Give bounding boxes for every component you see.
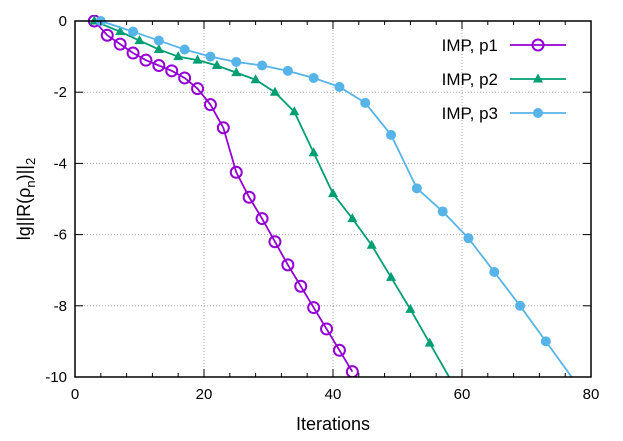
data-point <box>289 106 300 116</box>
data-point <box>411 183 422 194</box>
data-point <box>540 336 551 347</box>
data-point <box>294 279 308 293</box>
data-point <box>231 67 242 77</box>
data-point <box>281 258 295 272</box>
data-point <box>437 206 448 217</box>
y-axis-label: lg||R(ρn)||2 <box>14 158 38 240</box>
data-point <box>134 35 145 45</box>
data-point <box>242 190 256 204</box>
data-point <box>126 46 140 60</box>
data-point <box>515 300 526 311</box>
x-tick-label: 20 <box>196 386 213 403</box>
series-imp-p1 <box>87 15 359 377</box>
x-tick-label: 80 <box>583 386 600 403</box>
legend-label: IMP, p1 <box>442 36 498 55</box>
series-imp-p2 <box>89 15 450 377</box>
data-point <box>128 26 139 37</box>
data-point <box>308 147 319 157</box>
data-point <box>250 74 261 84</box>
data-point <box>268 235 282 249</box>
data-point <box>533 73 543 83</box>
y-tick-label: -4 <box>54 155 67 172</box>
y-tick-label: -10 <box>45 369 67 386</box>
data-point <box>334 81 345 92</box>
data-point <box>211 60 222 69</box>
y-tick-label: -8 <box>54 298 67 315</box>
data-point <box>366 239 377 249</box>
data-point <box>533 108 543 118</box>
data-point <box>179 44 190 55</box>
data-point <box>307 301 321 315</box>
legend: IMP, p1 IMP, p2 IMP, p3 <box>442 36 566 123</box>
series-line <box>94 20 450 377</box>
data-point <box>100 28 114 42</box>
legend-label: IMP, p3 <box>442 104 498 123</box>
data-point <box>203 98 217 112</box>
data-point <box>173 51 184 61</box>
data-point <box>178 71 192 85</box>
x-tick-label: 40 <box>325 386 342 403</box>
data-point <box>463 233 474 244</box>
data-point <box>205 51 216 62</box>
data-point <box>139 53 153 67</box>
y-tick-label: -2 <box>54 84 67 101</box>
data-point <box>424 337 435 347</box>
x-axis-label: Iterations <box>296 414 370 434</box>
data-point <box>257 60 268 71</box>
data-point <box>229 165 243 179</box>
legend-label: IMP, p2 <box>442 70 498 89</box>
data-point <box>113 37 127 51</box>
data-point <box>153 35 164 46</box>
y-tick-label: -6 <box>54 227 67 244</box>
x-tick-label: 0 <box>71 386 79 403</box>
data-point <box>386 271 397 281</box>
data-point <box>115 26 126 36</box>
data-point <box>347 213 358 223</box>
series-imp-p3 <box>95 16 573 377</box>
data-point <box>231 56 242 67</box>
data-point <box>345 365 359 377</box>
y-tick-label: 0 <box>59 13 67 30</box>
data-point <box>192 54 203 64</box>
data-point <box>360 97 371 108</box>
data-point <box>152 59 166 72</box>
data-point <box>282 65 293 76</box>
data-point <box>255 212 269 226</box>
data-point <box>191 82 205 96</box>
series-group <box>87 15 573 377</box>
data-point <box>153 43 164 53</box>
data-point <box>489 266 500 277</box>
grid <box>75 21 591 377</box>
data-point <box>308 72 319 83</box>
x-tick-label: 60 <box>454 386 471 403</box>
data-point <box>328 188 338 198</box>
data-point <box>386 129 397 140</box>
data-point <box>332 343 346 357</box>
data-point <box>216 121 230 135</box>
data-point <box>165 64 179 78</box>
ticks: 0 20 40 60 80 0 -2 -4 -6 -8 -10 <box>45 13 599 403</box>
data-point <box>269 86 280 96</box>
data-point <box>405 303 416 313</box>
data-point <box>531 38 545 52</box>
data-point <box>320 322 334 336</box>
